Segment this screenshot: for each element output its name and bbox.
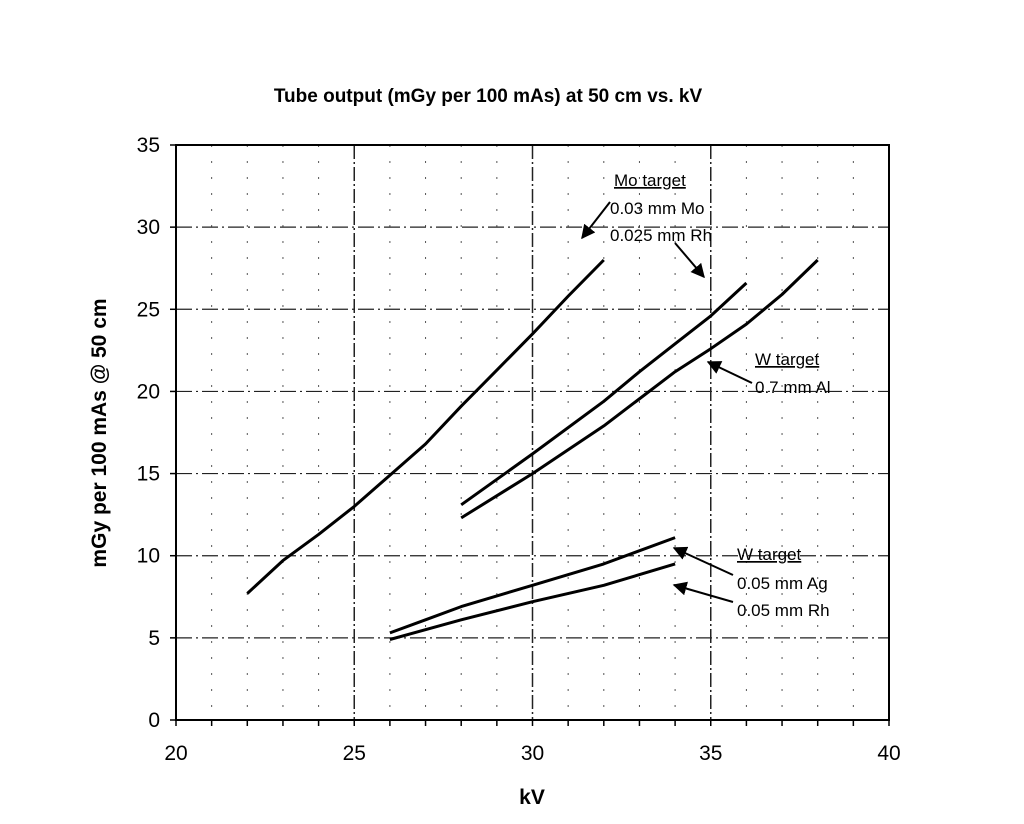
series-line-w-al — [460, 258, 819, 520]
series-line-mo-mo — [246, 258, 605, 595]
y-tick-label: 5 — [148, 627, 160, 650]
grid — [176, 145, 889, 720]
series-group — [246, 258, 819, 641]
x-tick-label: 20 — [164, 742, 187, 765]
y-tick-label: 15 — [137, 463, 160, 486]
annotation-w-rh-line2: 0.05 mm Rh — [737, 601, 830, 620]
annotation-mo-heading: Mo target — [614, 171, 686, 190]
arrow-to-w-ag — [672, 546, 734, 576]
x-tick-label: 30 — [521, 742, 544, 765]
arrow-to-mo-rh — [674, 242, 705, 279]
y-tick-label: 35 — [137, 134, 160, 157]
annotation-w-ag-rh: W target 0.05 mm Ag 0.05 mm Rh — [672, 545, 830, 620]
annotation-w-al-heading: W target — [755, 350, 820, 369]
x-axis-label: kV — [519, 786, 545, 809]
y-tick-label: 10 — [137, 545, 160, 568]
annotation-mo-line2: 0.025 mm Rh — [610, 226, 712, 245]
arrow-to-w-al — [706, 361, 753, 384]
x-tick-label: 40 — [877, 742, 900, 765]
y-axis-label: mGy per 100 mAs @ 50 cm — [88, 298, 111, 567]
x-tick-label: 25 — [343, 742, 366, 765]
y-tick-label: 0 — [148, 709, 160, 732]
series-line-w-rh — [389, 562, 676, 641]
arrow-to-w-rh — [672, 581, 734, 603]
y-tick-label: 30 — [137, 216, 160, 239]
chart-title: Tube output (mGy per 100 mAs) at 50 cm v… — [274, 86, 703, 107]
annotation-w-al: W target 0.7 mm Al — [706, 350, 831, 397]
annotation-w-ag-line1: 0.05 mm Ag — [737, 574, 828, 593]
series-line-w-ag — [389, 536, 676, 635]
annotation-mo-target: Mo target 0.03 mm Mo 0.025 mm Rh — [581, 171, 712, 279]
series-line-mo-rh — [460, 281, 748, 507]
x-tick-label: 35 — [699, 742, 722, 765]
annotation-w-al-line1: 0.7 mm Al — [755, 378, 831, 397]
ticks: 20 25 30 35 40 0 5 10 15 20 25 30 35 — [137, 134, 901, 765]
annotation-mo-line1: 0.03 mm Mo — [610, 199, 704, 218]
arrow-to-mo-mo — [581, 201, 611, 240]
y-tick-label: 20 — [137, 380, 160, 403]
y-tick-label: 25 — [137, 298, 160, 321]
annotation-w-ag-heading: W target — [737, 545, 802, 564]
